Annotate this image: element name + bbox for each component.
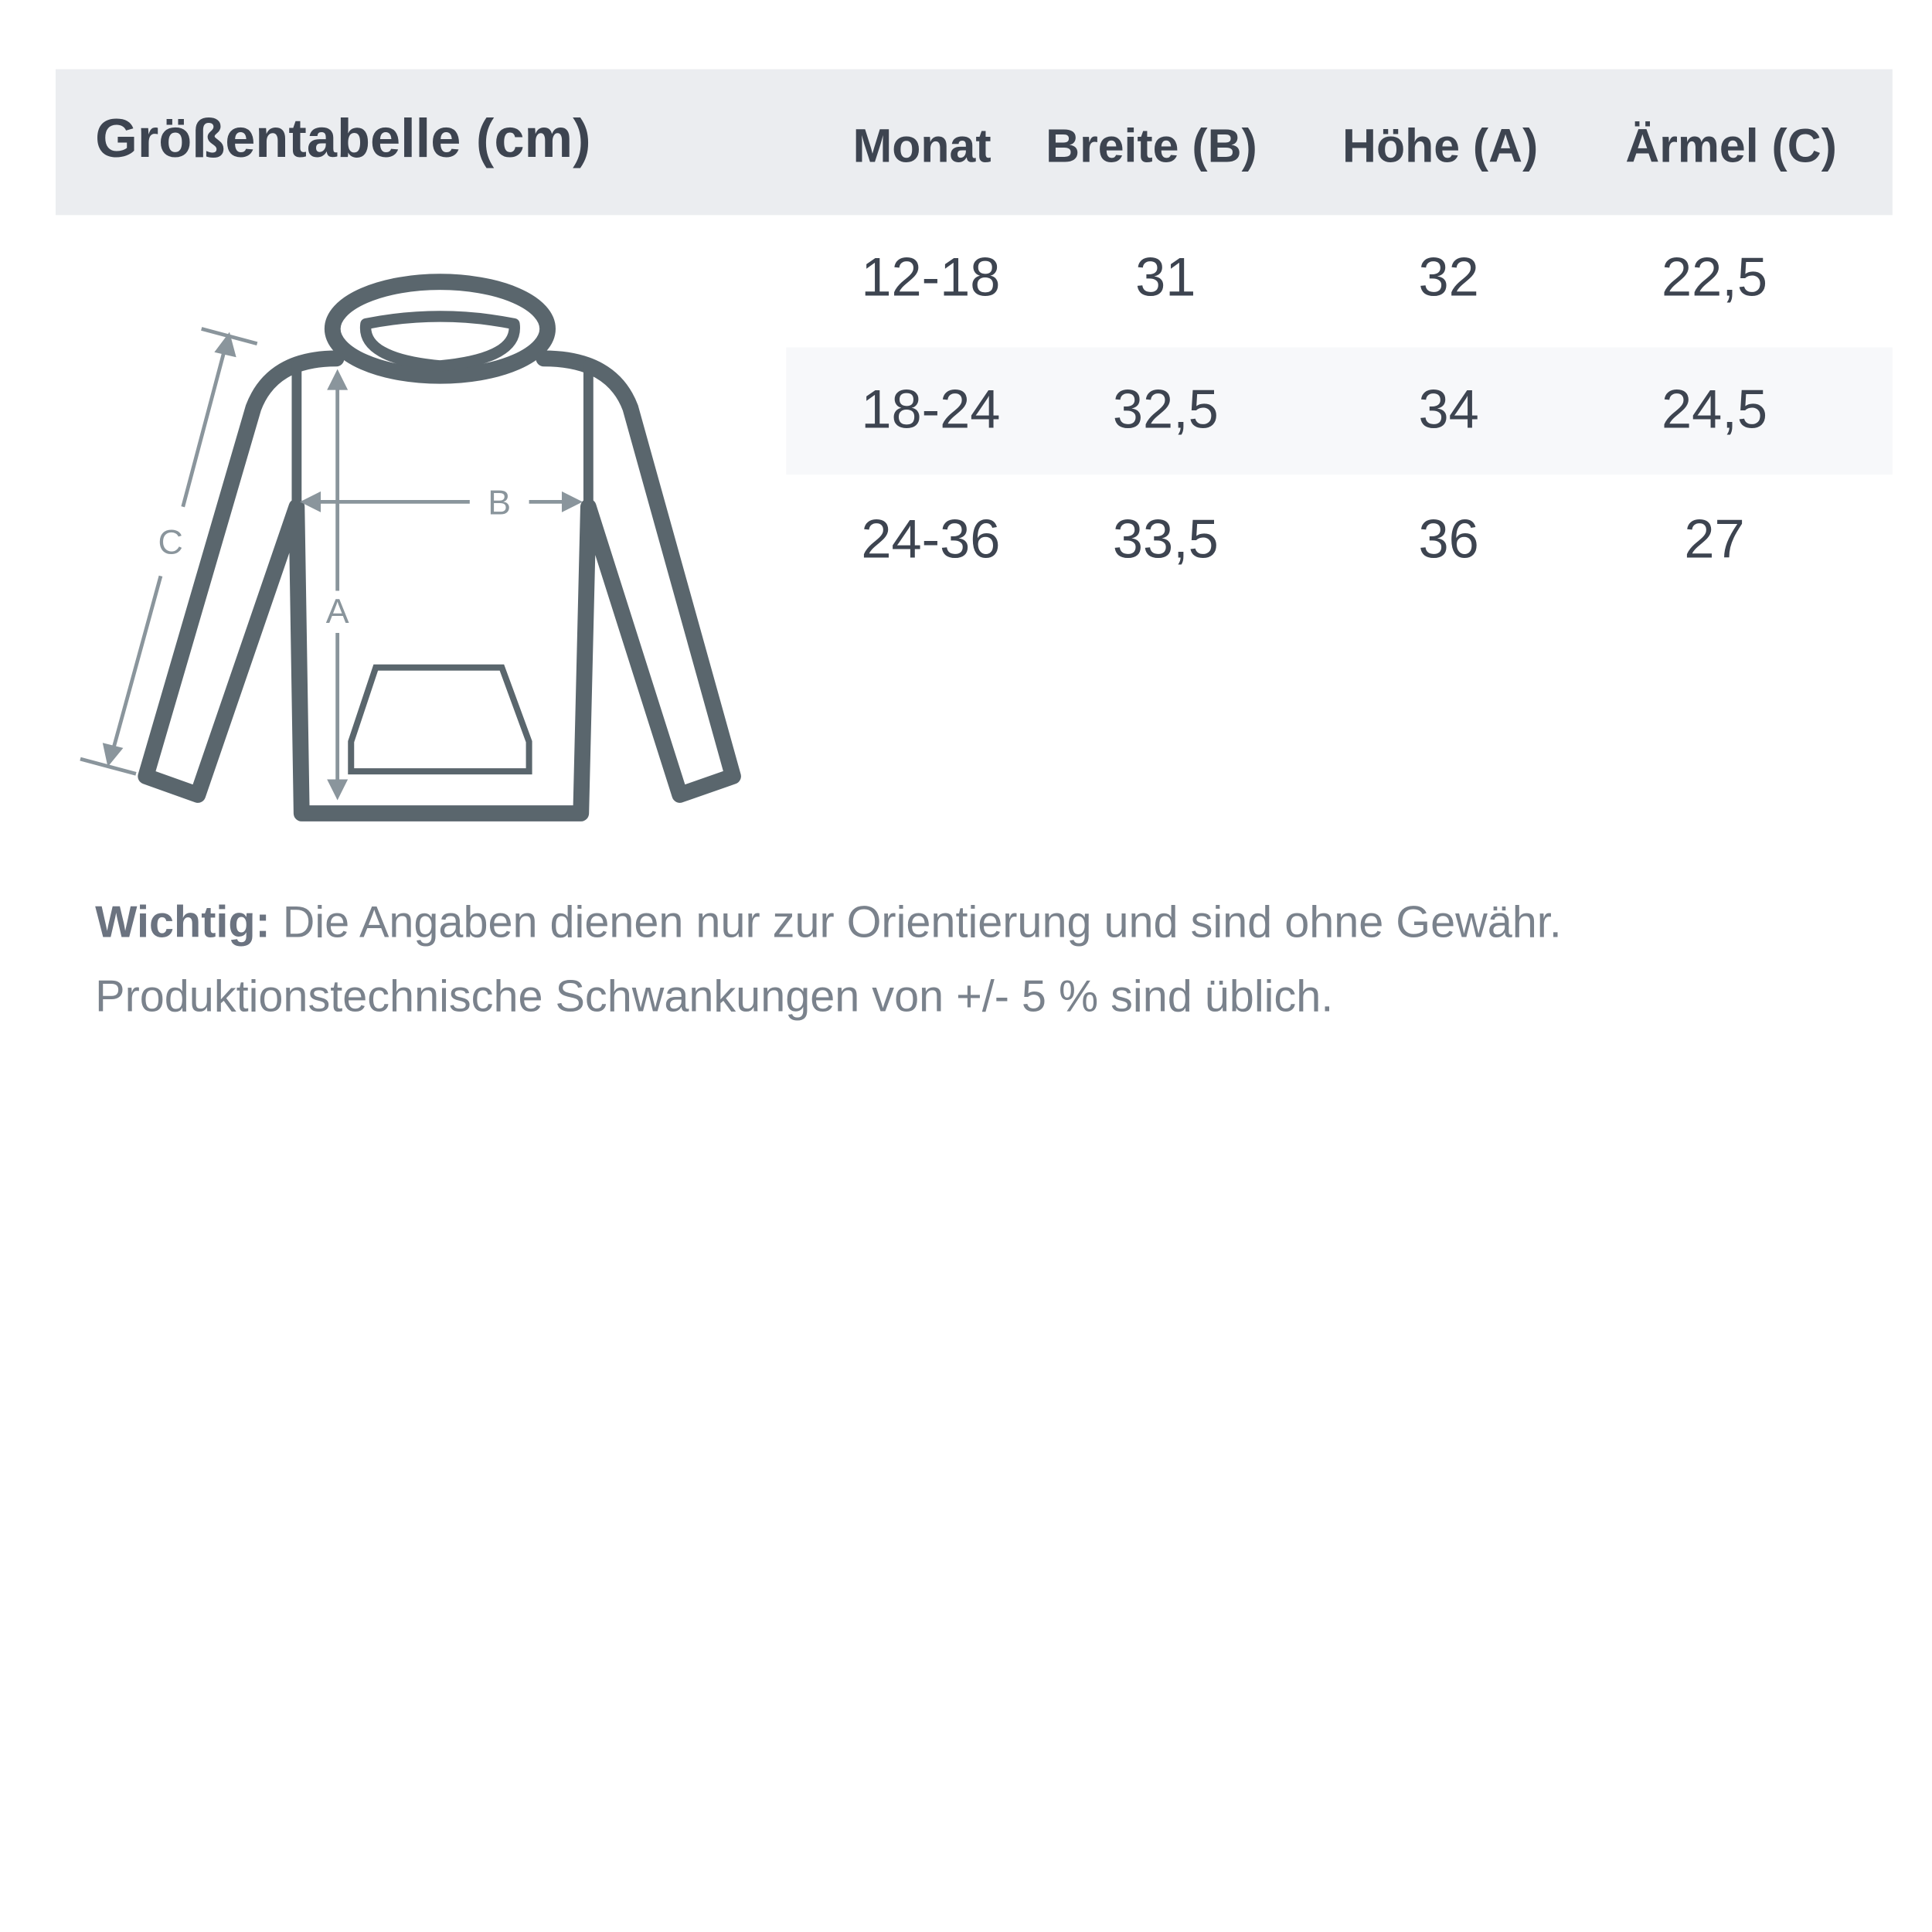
- cell-height: 36: [1418, 509, 1479, 570]
- measure-arrows: [80, 327, 583, 801]
- note-line1: Die Angaben dienen nur zur Orientierung …: [270, 896, 1562, 947]
- chart-title: Größentabelle (cm): [95, 108, 591, 170]
- column-header-sleeve: Ärmel (C): [1625, 121, 1837, 173]
- note-line2: Produktionstechnische Schwankungen von +…: [95, 970, 1334, 1022]
- cell-width: 33,5: [1112, 509, 1219, 570]
- cell-width: 31: [1135, 247, 1196, 308]
- cell-sleeve: 24,5: [1662, 379, 1767, 440]
- hoodie-outline: [138, 274, 741, 821]
- cell-month: 18-24: [861, 379, 1001, 440]
- table-row: 24-36 33,5 36 27: [786, 474, 1893, 602]
- hoodie-diagram: A B C: [80, 274, 741, 821]
- note-bold: Wichtig:: [95, 896, 270, 947]
- cell-month: 24-36: [861, 509, 1001, 570]
- cell-sleeve: 27: [1684, 509, 1745, 570]
- column-header-month: Monat: [852, 121, 992, 173]
- table-header-bar: [55, 69, 1893, 216]
- label-a: A: [326, 592, 349, 631]
- cell-width: 32,5: [1112, 379, 1219, 440]
- cell-month: 12-18: [861, 247, 1001, 308]
- cell-height: 34: [1418, 379, 1479, 440]
- table-row: 18-24 32,5 34 24,5: [786, 347, 1893, 475]
- label-c: C: [158, 523, 183, 562]
- label-b: B: [488, 483, 511, 522]
- cell-height: 32: [1418, 247, 1479, 308]
- pocket: [348, 664, 532, 775]
- column-header-width: Breite (B): [1046, 121, 1257, 173]
- column-header-height: Höhe (A): [1342, 121, 1539, 173]
- disclaimer-note: Wichtig: Die Angaben dienen nur zur Orie…: [95, 885, 1562, 1033]
- table-row: 12-18 31 32 22,5: [786, 218, 1893, 345]
- cell-sleeve: 22,5: [1662, 247, 1767, 308]
